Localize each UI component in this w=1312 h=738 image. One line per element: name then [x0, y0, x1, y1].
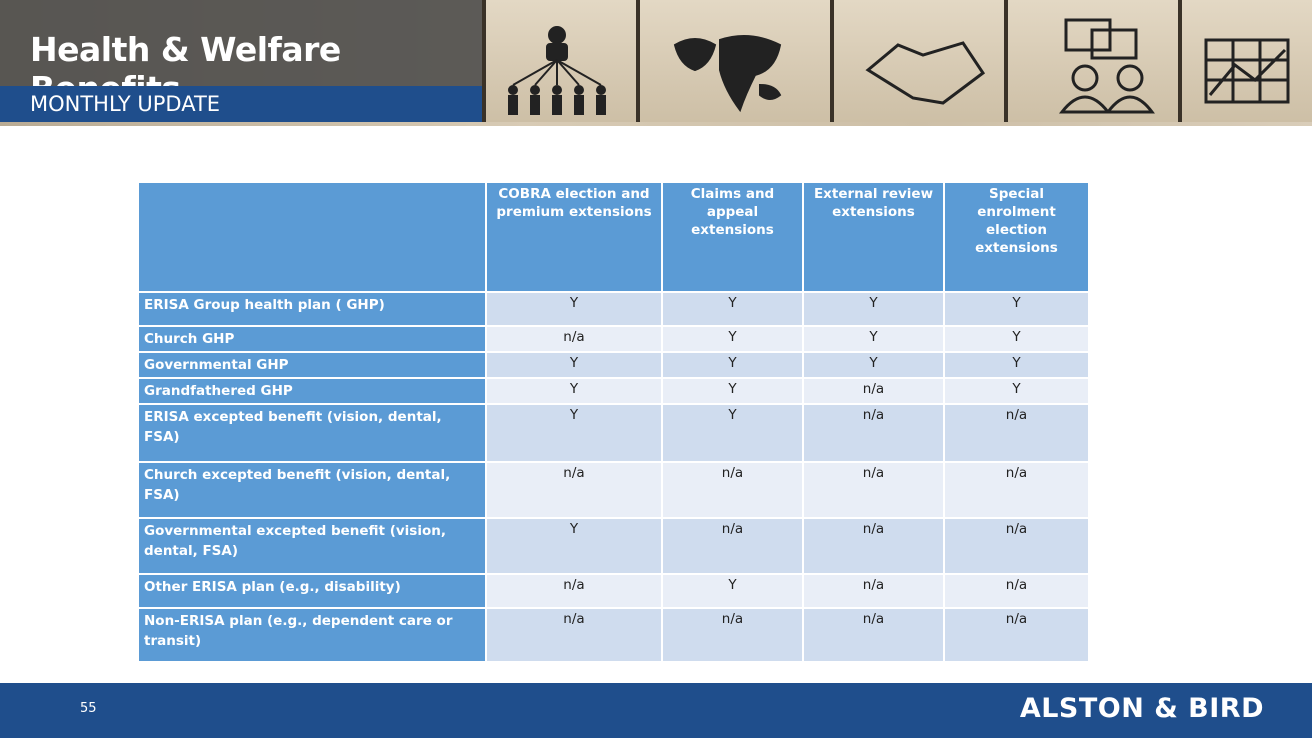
corner-cell — [137, 181, 487, 293]
cell: Y — [661, 377, 804, 405]
table-row: Church GHP n/a Y Y Y — [137, 325, 1090, 353]
table-row: ERISA Group health plan ( GHP) Y Y Y Y — [137, 291, 1090, 327]
cell: Y — [485, 377, 663, 405]
subtitle: MONTHLY UPDATE — [30, 92, 221, 116]
cell: n/a — [802, 461, 945, 519]
table-row: Governmental GHP Y Y Y Y — [137, 351, 1090, 379]
cell: n/a — [661, 461, 804, 519]
benefits-table: COBRA election and premium extensions Cla… — [137, 181, 1090, 663]
row-label: Governmental excepted benefit (vision, d… — [137, 517, 487, 575]
cell: n/a — [485, 607, 663, 663]
row-label: Church GHP — [137, 325, 487, 353]
row-label: Grandfathered GHP — [137, 377, 487, 405]
cell: Y — [485, 351, 663, 379]
cell: n/a — [943, 461, 1090, 519]
page-number: 55 — [80, 701, 97, 716]
cell: Y — [661, 573, 804, 609]
cell: n/a — [661, 517, 804, 575]
cell: Y — [943, 377, 1090, 405]
cell: Y — [943, 325, 1090, 353]
row-label: Other ERISA plan (e.g., disability) — [137, 573, 487, 609]
cell: Y — [661, 325, 804, 353]
cell: n/a — [661, 607, 804, 663]
column-header: Claims and appeal extensions — [661, 181, 804, 293]
cell: n/a — [943, 403, 1090, 463]
cell: n/a — [485, 573, 663, 609]
row-label: Church excepted benefit (vision, dental,… — [137, 461, 487, 519]
cell: Y — [943, 351, 1090, 379]
cell: Y — [802, 291, 945, 327]
cell: n/a — [485, 461, 663, 519]
cell: n/a — [802, 377, 945, 405]
footer: 55 ALSTON & BIRD — [0, 683, 1312, 738]
cell: Y — [661, 351, 804, 379]
cell: Y — [485, 291, 663, 327]
cell: n/a — [943, 607, 1090, 663]
icons — [508, 18, 1290, 115]
column-header: External review extensions — [802, 181, 945, 293]
table-row: Church excepted benefit (vision, dental,… — [137, 461, 1090, 519]
cell: n/a — [802, 607, 945, 663]
cell: Y — [661, 403, 804, 463]
cell: Y — [485, 403, 663, 463]
table-row: ERISA excepted benefit (vision, dental, … — [137, 403, 1090, 463]
cell: Y — [802, 351, 945, 379]
row-label: Governmental GHP — [137, 351, 487, 379]
row-label: Non-ERISA plan (e.g., dependent care or … — [137, 607, 487, 663]
cell: n/a — [943, 573, 1090, 609]
row-label: ERISA excepted benefit (vision, dental, … — [137, 403, 487, 463]
title-box: Health & Welfare Benefits — [0, 0, 482, 108]
cell: n/a — [802, 517, 945, 575]
cell: Y — [943, 291, 1090, 327]
column-header: COBRA election and premium extensions — [485, 181, 663, 293]
cell: n/a — [485, 325, 663, 353]
row-label: ERISA Group health plan ( GHP) — [137, 291, 487, 327]
header-row: COBRA election and premium extensions Cla… — [137, 181, 1090, 293]
banner: Health & Welfare Benefits MONTHLY UPDATE — [0, 0, 1312, 126]
cell: n/a — [943, 517, 1090, 575]
cell: n/a — [802, 403, 945, 463]
logo: ALSTON & BIRD — [1019, 693, 1264, 724]
cell: n/a — [802, 573, 945, 609]
column-header: Special enrolment election extensions — [943, 181, 1090, 293]
table-row: Non-ERISA plan (e.g., dependent care or … — [137, 607, 1090, 663]
subtitle-box: MONTHLY UPDATE — [0, 86, 482, 122]
cell: Y — [485, 517, 663, 575]
cell: Y — [802, 325, 945, 353]
cell: Y — [661, 291, 804, 327]
table-row: Governmental excepted benefit (vision, d… — [137, 517, 1090, 575]
